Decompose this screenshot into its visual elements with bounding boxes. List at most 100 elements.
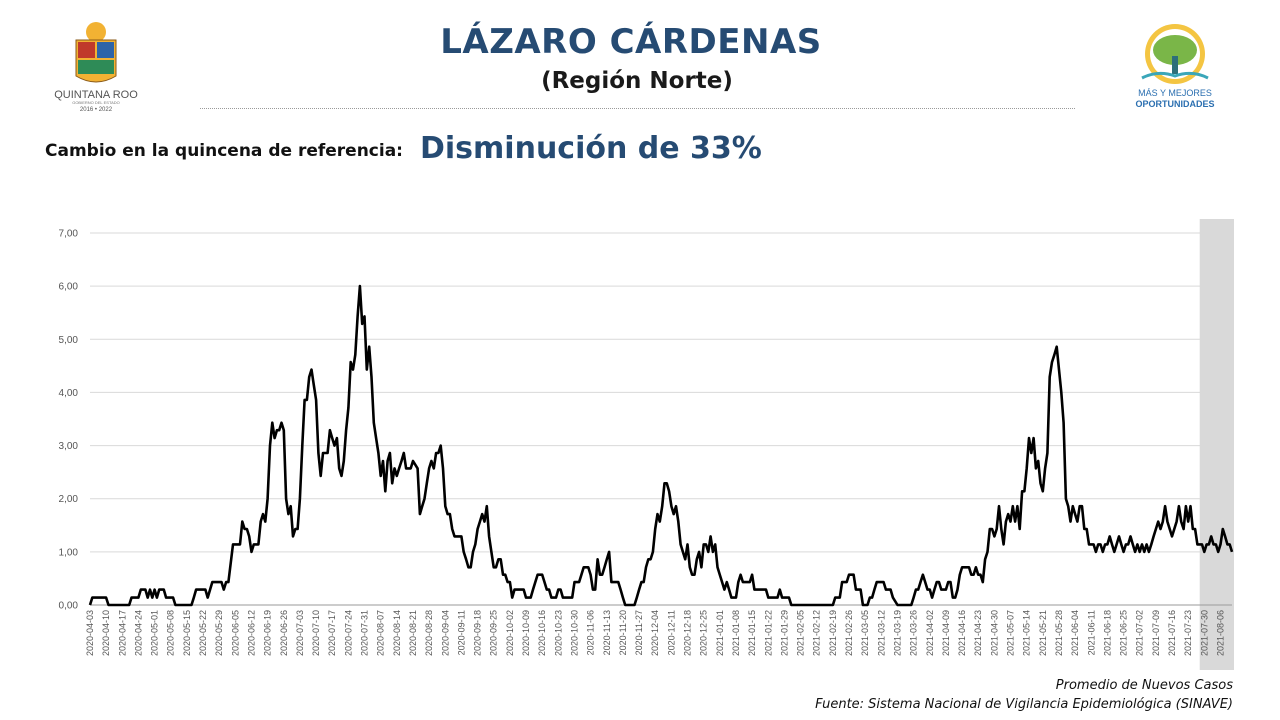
header-divider [200, 108, 1075, 109]
series-line [88, 284, 1234, 607]
x-tick-label: 2020-08-21 [408, 610, 418, 656]
x-tick-label: 2021-06-04 [1070, 610, 1080, 656]
x-tick-label: 2021-01-29 [779, 610, 789, 656]
x-tick-label: 2020-11-27 [634, 610, 644, 655]
y-tick-label: 3,00 [59, 441, 79, 452]
source-note: Fuente: Sistema Nacional de Vigilancia E… [815, 697, 1233, 712]
y-tick-label: 4,00 [59, 388, 79, 399]
x-tick-label: 2020-06-05 [230, 610, 240, 656]
x-tick-label: 2020-10-09 [521, 610, 531, 656]
x-tick-label: 2020-07-10 [311, 610, 321, 656]
x-tick-label: 2021-07-30 [1199, 610, 1209, 656]
y-axis-ticks: 0,00 1,00 2,00 3,00 4,00 5,00 6,00 7,00 [59, 229, 79, 612]
x-tick-label: 2021-01-15 [747, 610, 757, 656]
x-tick-label: 2021-07-02 [1135, 610, 1145, 656]
x-tick-label: 2021-05-14 [1022, 610, 1032, 656]
x-tick-label: 2020-08-14 [392, 610, 402, 656]
x-tick-label: 2020-07-17 [327, 610, 337, 656]
x-tick-label: 2021-03-19 [892, 610, 902, 656]
chart-gridlines [90, 232, 1232, 606]
x-tick-label: 2021-04-16 [957, 610, 967, 656]
x-tick-label: 2021-04-23 [973, 610, 983, 656]
logo-left-text: QUINTANA ROO [54, 89, 138, 101]
x-tick-label: 2021-01-22 [763, 610, 773, 656]
x-tick-label: 2020-08-07 [376, 610, 386, 656]
x-tick-label: 2021-01-01 [715, 610, 725, 656]
x-tick-label: 2021-03-12 [876, 610, 886, 656]
x-axis-ticks: 2020-04-03 2020-04-10 2020-04-17 2020-04-24… [85, 610, 1225, 656]
x-tick-label: 2020-09-25 [489, 610, 499, 656]
x-tick-label: 2020-06-19 [263, 610, 273, 656]
x-tick-label: 2020-10-23 [553, 610, 563, 656]
x-tick-label: 2020-07-24 [343, 610, 353, 656]
x-tick-label: 2020-09-04 [440, 610, 450, 656]
x-tick-label: 2020-07-31 [360, 610, 370, 656]
page-subtitle: (Región Norte) [541, 68, 733, 94]
x-tick-label: 2020-05-15 [182, 610, 192, 656]
x-tick-label: 2020-11-13 [602, 610, 612, 655]
y-tick-label: 7,00 [59, 229, 79, 240]
x-tick-label: 2021-06-25 [1119, 610, 1129, 656]
y-tick-label: 6,00 [59, 282, 79, 293]
y-tick-label: 2,00 [59, 494, 79, 505]
x-tick-label: 2020-06-26 [279, 610, 289, 656]
x-tick-label: 2021-02-26 [844, 610, 854, 656]
x-tick-label: 2020-10-16 [537, 610, 547, 656]
x-tick-label: 2021-04-30 [989, 610, 999, 656]
x-tick-label: 2020-11-06 [586, 610, 596, 655]
x-tick-label: 2020-12-11 [666, 610, 676, 655]
x-tick-label: 2020-09-18 [473, 610, 483, 656]
x-tick-label: 2020-11-20 [618, 610, 628, 655]
x-tick-label: 2020-10-30 [569, 610, 579, 656]
logo-right-line1: MÁS Y MEJORES [1138, 88, 1212, 98]
logo-left-years: 2016 • 2022 [80, 107, 113, 113]
y-tick-label: 5,00 [59, 335, 79, 346]
x-tick-label: 2020-06-12 [246, 610, 256, 656]
chart-note: Promedio de Nuevos Casos [1055, 678, 1233, 693]
x-tick-label: 2021-07-16 [1167, 610, 1177, 656]
x-tick-label: 2021-02-19 [828, 610, 838, 656]
x-tick-label: 2020-07-03 [295, 610, 305, 656]
quintana-roo-logo: QUINTANA ROO GOBIERNO DEL ESTADO 2016 • … [40, 18, 152, 113]
y-tick-label: 1,00 [59, 547, 79, 558]
x-tick-label: 2020-05-01 [150, 610, 160, 656]
logo-left-small: GOBIERNO DEL ESTADO [72, 100, 120, 105]
x-tick-label: 2020-12-04 [650, 610, 660, 656]
x-tick-label: 2020-04-10 [101, 610, 111, 656]
x-tick-label: 2020-05-08 [166, 610, 176, 656]
x-tick-label: 2021-03-05 [860, 610, 870, 656]
x-tick-label: 2020-10-02 [505, 610, 515, 656]
x-tick-label: 2021-07-23 [1183, 610, 1193, 656]
x-tick-label: 2021-06-18 [1102, 610, 1112, 656]
x-tick-label: 2021-04-09 [941, 610, 951, 656]
x-tick-label: 2021-04-02 [925, 610, 935, 656]
x-tick-label: 2020-12-18 [683, 610, 693, 656]
x-tick-label: 2021-05-07 [1006, 610, 1016, 656]
x-tick-label: 2021-05-21 [1038, 610, 1048, 656]
x-tick-label: 2020-05-29 [214, 610, 224, 656]
x-tick-label: 2020-05-22 [198, 610, 208, 656]
x-tick-label: 2020-04-03 [85, 610, 95, 656]
x-tick-label: 2020-04-17 [117, 610, 127, 656]
reference-period-shade [1199, 219, 1234, 670]
tree-icon: MÁS Y MEJORES OPORTUNIDADES [1135, 24, 1215, 109]
coat-of-arms-icon: QUINTANA ROO GOBIERNO DEL ESTADO 2016 • … [54, 22, 138, 113]
oportunidades-logo: MÁS Y MEJORES OPORTUNIDADES [1120, 18, 1230, 113]
x-tick-label: 2020-09-11 [456, 610, 466, 655]
x-tick-label: 2020-12-25 [699, 610, 709, 656]
x-tick-label: 2021-08-06 [1215, 610, 1225, 656]
y-tick-label: 0,00 [59, 601, 79, 612]
x-tick-label: 2021-06-11 [1086, 610, 1096, 655]
logo-right-line2: OPORTUNIDADES [1135, 99, 1214, 109]
x-tick-label: 2021-07-09 [1151, 610, 1161, 656]
x-tick-label: 2021-02-12 [812, 610, 822, 656]
x-tick-label: 2021-03-26 [909, 610, 919, 656]
x-tick-label: 2021-02-05 [796, 610, 806, 656]
x-tick-label: 2020-08-28 [424, 610, 434, 656]
x-tick-label: 2021-05-28 [1054, 610, 1064, 656]
change-label: Cambio en la quincena de referencia: [45, 141, 403, 161]
x-tick-label: 2020-04-24 [133, 610, 143, 656]
x-tick-label: 2021-01-08 [731, 610, 741, 656]
change-value: Disminución de 33% [420, 131, 762, 166]
